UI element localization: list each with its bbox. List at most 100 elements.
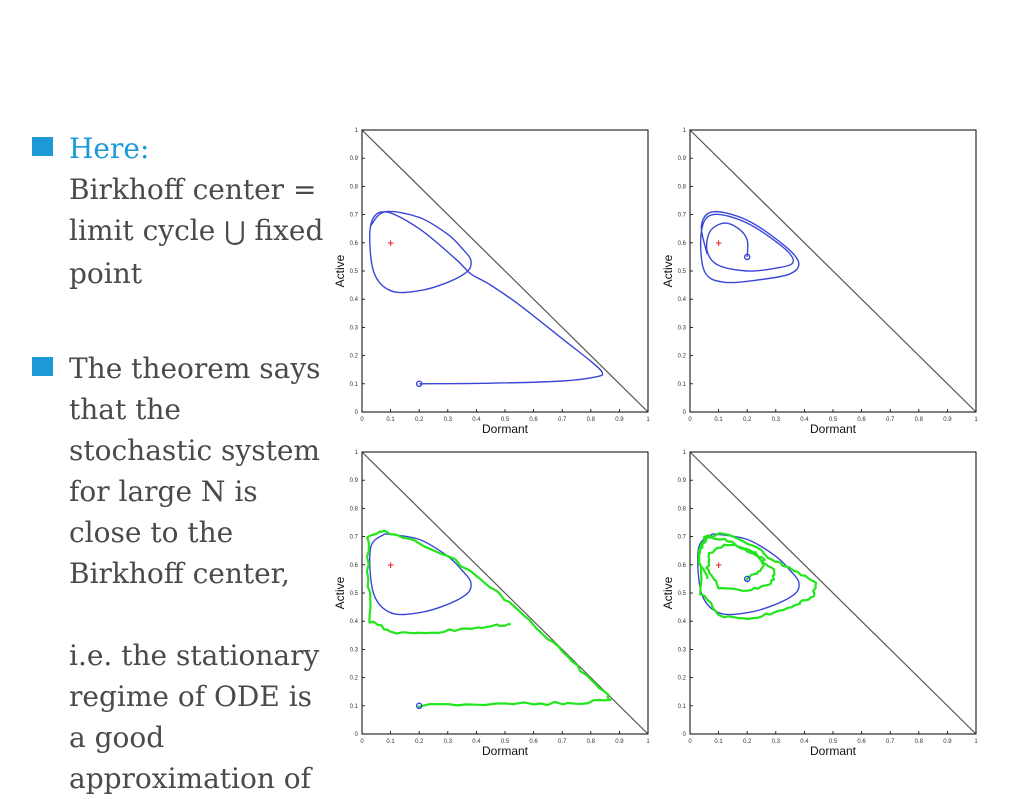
x-tick-label: 0.5 — [829, 417, 838, 423]
x-tick-label: 0.7 — [886, 417, 895, 423]
y-tick-label: 0.2 — [678, 354, 687, 360]
y-tick-label: 0.4 — [678, 619, 687, 625]
bullet-2-text: The theorem says that the stochastic sys… — [69, 352, 321, 795]
x-tick-label: 0.4 — [800, 739, 809, 745]
fixed-point-marker: + — [387, 561, 395, 571]
start-point-marker — [743, 253, 751, 261]
y-tick-label: 0.9 — [350, 478, 359, 484]
y-tick-label: 0.6 — [678, 563, 687, 569]
y-tick-label: 0.2 — [350, 354, 359, 360]
y-tick-label: 0.6 — [678, 241, 687, 247]
y-tick-label: 0.7 — [678, 535, 687, 541]
y-tick-label: 0 — [355, 732, 359, 738]
x-tick-label: 0.5 — [501, 739, 510, 745]
plot-top-left: 0 0.1 0.2 0.3 0.4 0.5 0.6 0.7 0.8 0.9 1 0 0.1 0.2 0.3 0… — [332, 124, 656, 440]
x-tick-label: 0.3 — [772, 417, 781, 423]
y-tick-label: 0.8 — [678, 506, 687, 512]
x-tick-label: 1 — [974, 417, 978, 423]
bullet-1-text: Here: Birkhoff center = limit cycle ⋃ fixe… — [69, 128, 344, 294]
x-axis-label: Dormant — [482, 744, 529, 758]
y-axis-label: Active — [661, 576, 675, 609]
x-tick-label: 0.8 — [587, 739, 596, 745]
y-axis-label: Active — [333, 576, 347, 609]
x-tick-label: 0.6 — [529, 739, 538, 745]
y-tick-label: 0.5 — [678, 269, 687, 275]
y-tick-label: 1 — [355, 128, 359, 134]
x-tick-label: 0.4 — [472, 739, 481, 745]
fixed-point-marker: + — [715, 561, 723, 571]
x-tick-label: 0.2 — [743, 739, 752, 745]
y-tick-label: 0.4 — [678, 297, 687, 303]
x-tick-label: 0.5 — [829, 739, 838, 745]
phase-plot-4: 0 0.1 0.2 0.3 0.4 0.5 0.6 0.7 0.8 0.9 1 0 0.1 0.2 0.3 0… — [661, 450, 978, 758]
x-tick-label: 0 — [360, 417, 364, 423]
start-point-marker — [415, 702, 423, 710]
x-tick-label: 1 — [646, 739, 650, 745]
x-tick-label: 0 — [688, 417, 692, 423]
y-tick-label: 0.8 — [678, 184, 687, 190]
fixed-point-marker: + — [715, 239, 723, 249]
y-tick-label: 0.9 — [678, 478, 687, 484]
x-tick-label: 0.7 — [886, 739, 895, 745]
start-point-marker — [743, 575, 751, 583]
x-tick-label: 0.3 — [444, 417, 453, 423]
start-point-marker — [415, 380, 423, 388]
y-tick-label: 0.8 — [350, 184, 359, 190]
bullet-1-line-2a: limit cycle — [69, 214, 225, 247]
x-tick-label: 1 — [646, 417, 650, 423]
y-tick-label: 0 — [355, 410, 359, 416]
y-tick-label: 0.2 — [678, 676, 687, 682]
y-tick-label: 0.1 — [350, 704, 359, 710]
x-tick-label: 0.5 — [501, 417, 510, 423]
y-tick-label: 1 — [683, 128, 687, 134]
x-tick-label: 0.3 — [772, 739, 781, 745]
union-symbol: ⋃ — [224, 217, 246, 247]
y-tick-label: 0.9 — [678, 156, 687, 162]
y-tick-label: 0.3 — [350, 647, 359, 653]
x-tick-label: 0.7 — [558, 739, 567, 745]
y-tick-label: 0.1 — [678, 382, 687, 388]
x-tick-label: 0.6 — [529, 417, 538, 423]
y-tick-label: 0.4 — [350, 297, 359, 303]
y-tick-label: 0.3 — [678, 325, 687, 331]
y-axis-label: Active — [661, 254, 675, 287]
y-tick-label: 0.2 — [350, 676, 359, 682]
simplex-boundary-line — [689, 451, 977, 735]
y-tick-label: 0.4 — [350, 619, 359, 625]
y-tick-label: 0.3 — [350, 325, 359, 331]
y-axis-label: Active — [333, 254, 347, 287]
y-tick-label: 1 — [355, 450, 359, 456]
y-tick-label: 0.7 — [678, 213, 687, 219]
x-tick-label: 0.9 — [943, 417, 952, 423]
x-tick-label: 0.7 — [558, 417, 567, 423]
y-tick-label: 0.6 — [350, 241, 359, 247]
ode-trajectory — [369, 210, 604, 385]
y-tick-label: 0 — [683, 410, 687, 416]
x-tick-label: 0.6 — [857, 739, 866, 745]
x-tick-label: 0.8 — [915, 417, 924, 423]
x-tick-label: 0.2 — [415, 417, 424, 423]
bullet-square-icon — [32, 137, 53, 156]
x-tick-label: 0.9 — [943, 739, 952, 745]
bullet-1-line-3: point — [69, 257, 143, 290]
y-tick-label: 0.7 — [350, 535, 359, 541]
x-tick-label: 0.8 — [587, 417, 596, 423]
plot-bottom-left: 0 0.1 0.2 0.3 0.4 0.5 0.6 0.7 0.8 0.9 1 0 0.1 0.2 0.3 0… — [332, 446, 656, 762]
y-tick-label: 0.1 — [678, 704, 687, 710]
y-tick-label: 0.8 — [350, 506, 359, 512]
slide: Here: Birkhoff center = limit cycle ⋃ fixe… — [32, 124, 979, 795]
y-tick-label: 1 — [683, 450, 687, 456]
y-tick-label: 0.9 — [350, 156, 359, 162]
x-tick-label: 0.1 — [386, 739, 395, 745]
y-tick-label: 0.1 — [350, 382, 359, 388]
x-axis-label: Dormant — [482, 422, 529, 436]
x-tick-label: 0.9 — [615, 417, 624, 423]
stochastic-trajectory — [697, 532, 818, 621]
phase-plot-1: 0 0.1 0.2 0.3 0.4 0.5 0.6 0.7 0.8 0.9 1 0 0.1 0.2 0.3 0… — [333, 128, 650, 436]
simplex-boundary-line — [361, 451, 649, 735]
x-tick-label: 0.9 — [615, 739, 624, 745]
bullet-1-heading: Here: — [69, 132, 150, 165]
x-tick-label: 0.4 — [472, 417, 481, 423]
x-tick-label: 0.3 — [444, 739, 453, 745]
x-axis-label: Dormant — [810, 744, 857, 758]
